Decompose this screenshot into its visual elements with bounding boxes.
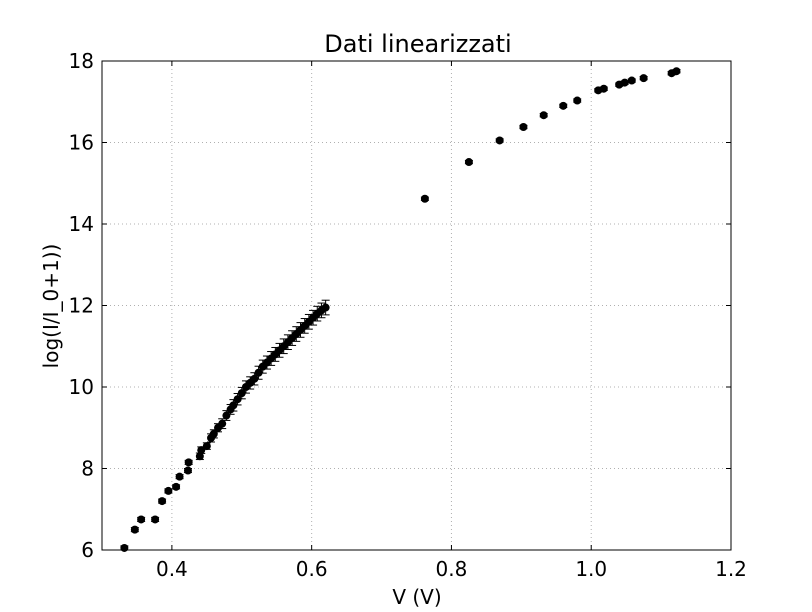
y-tick-label: 8 <box>81 457 94 481</box>
data-point <box>229 401 238 410</box>
data-point <box>559 101 568 110</box>
data-point <box>158 497 167 506</box>
data-point <box>519 123 528 132</box>
data-point <box>175 472 184 481</box>
y-tick-label: 14 <box>69 212 94 236</box>
x-tick-label: 0.8 <box>436 557 468 581</box>
data-point <box>254 368 263 377</box>
data-point <box>151 515 160 524</box>
data-points <box>120 67 681 552</box>
x-tick-label: 0.6 <box>296 557 328 581</box>
chart-title: Dati linearizzati <box>324 30 511 58</box>
data-point <box>202 442 211 451</box>
data-point <box>539 111 548 120</box>
plot-frame <box>101 60 732 551</box>
data-point <box>233 395 242 404</box>
x-tick-label: 0.4 <box>156 557 188 581</box>
x-tick-labels: 0.4 0.6 0.8 1.0 1.2 <box>156 557 747 581</box>
data-point <box>164 486 173 495</box>
data-point <box>222 411 231 420</box>
y-tick-label: 10 <box>69 375 94 399</box>
data-point <box>639 74 648 83</box>
axis-ticks <box>102 60 732 551</box>
data-point <box>172 482 181 491</box>
data-point <box>620 78 629 87</box>
data-point <box>237 389 246 398</box>
data-point <box>218 419 227 428</box>
x-tick-label: 1.0 <box>575 557 607 581</box>
y-tick-label: 6 <box>81 538 94 562</box>
data-point <box>184 458 193 467</box>
data-point <box>250 374 259 383</box>
data-point <box>183 466 192 475</box>
data-point <box>420 194 429 203</box>
data-point <box>197 446 206 455</box>
y-tick-labels: 6 8 10 12 14 16 18 <box>69 49 94 562</box>
y-tick-label: 18 <box>69 49 94 73</box>
data-point <box>137 515 146 524</box>
y-axis-label: log(I/I_0+1)) <box>39 244 63 369</box>
y-tick-label: 12 <box>69 294 94 318</box>
x-tick-label: 1.2 <box>715 557 747 581</box>
y-tick-label: 16 <box>69 131 94 155</box>
data-point <box>627 76 636 85</box>
data-point <box>120 543 129 552</box>
data-point <box>672 67 681 76</box>
data-point <box>130 525 139 534</box>
data-point <box>464 158 473 167</box>
grid <box>102 61 731 550</box>
data-point <box>599 84 608 93</box>
data-point <box>195 452 204 461</box>
data-point <box>321 303 330 312</box>
data-point <box>573 96 582 105</box>
data-point <box>495 136 504 145</box>
x-axis-label: V (V) <box>392 585 441 609</box>
